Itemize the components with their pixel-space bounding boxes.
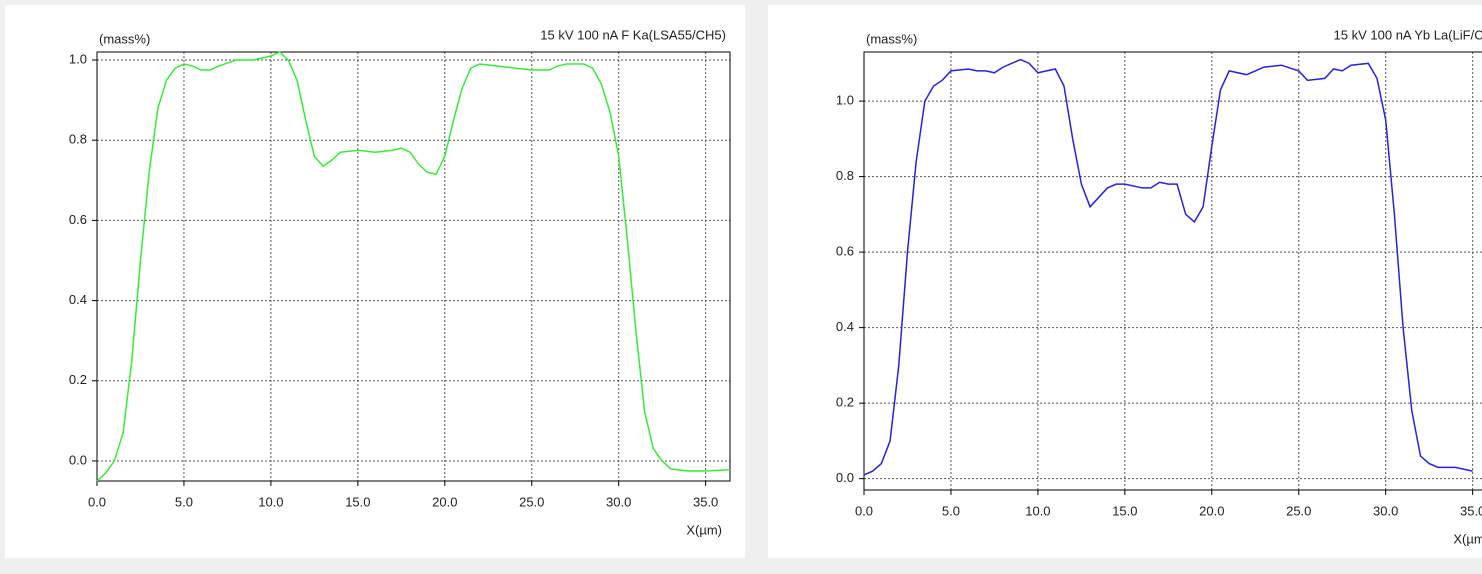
x-axis-label: X(µm) bbox=[686, 522, 722, 537]
panel bbox=[5, 5, 745, 558]
plot-frame bbox=[96, 51, 731, 482]
chart-title: 15 kV 100 nA Yb La(LiF/CH bbox=[1334, 27, 1482, 42]
x-tick-label: 15.0 bbox=[1112, 503, 1137, 518]
y-tick-label: 0.0 bbox=[69, 452, 87, 467]
y-tick-label: 0.6 bbox=[69, 212, 87, 227]
x-tick-label: 5.0 bbox=[175, 494, 193, 509]
x-tick-label: 0.0 bbox=[855, 503, 873, 518]
chart-title: 15 kV 100 nA F Ka(LSA55/CH5) bbox=[540, 27, 726, 42]
x-tick-label: 25.0 bbox=[519, 494, 544, 509]
y-tick-label: 0.6 bbox=[836, 244, 854, 259]
data-line bbox=[96, 51, 731, 482]
y-tick-label: 0.0 bbox=[836, 470, 854, 485]
data-line bbox=[863, 58, 1473, 476]
y-tick-label: 0.8 bbox=[836, 168, 854, 183]
y-tick-label: 0.8 bbox=[69, 132, 87, 147]
x-tick-label: 30.0 bbox=[1373, 503, 1398, 518]
y-axis-label: (mass%) bbox=[866, 31, 917, 46]
y-tick-label: 0.2 bbox=[69, 372, 87, 387]
x-tick-label: 25.0 bbox=[1286, 503, 1311, 518]
y-tick-label: 0.4 bbox=[836, 319, 854, 334]
y-axis-label: (mass%) bbox=[99, 31, 150, 46]
y-tick-label: 1.0 bbox=[836, 93, 854, 108]
y-tick-label: 0.4 bbox=[69, 292, 87, 307]
x-tick-label: 10.0 bbox=[258, 494, 283, 509]
y-tick-label: 1.0 bbox=[69, 51, 87, 66]
x-tick-label: 35.0 bbox=[693, 494, 718, 509]
x-tick-label: 0.0 bbox=[88, 494, 106, 509]
x-tick-label: 10.0 bbox=[1025, 503, 1050, 518]
x-tick-label: 20.0 bbox=[432, 494, 457, 509]
y-tick-label: 0.2 bbox=[836, 395, 854, 410]
x-tick-label: 15.0 bbox=[345, 494, 370, 509]
x-tick-label: 35.0 bbox=[1460, 503, 1482, 518]
x-tick-label: 5.0 bbox=[942, 503, 960, 518]
plot-frame bbox=[863, 51, 1482, 491]
x-tick-label: 30.0 bbox=[606, 494, 631, 509]
x-axis-label: X(µm) bbox=[1453, 531, 1482, 546]
x-tick-label: 20.0 bbox=[1199, 503, 1224, 518]
